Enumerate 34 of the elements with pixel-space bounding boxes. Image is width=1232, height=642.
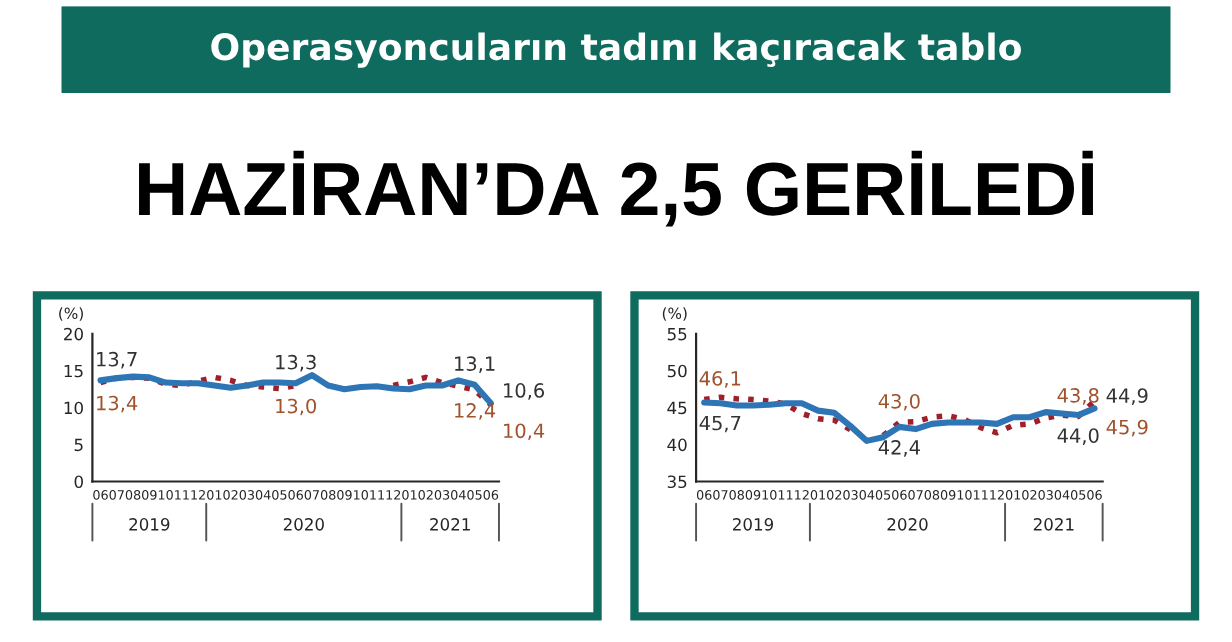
y-tick-label: 40 [667,438,687,452]
y-tick-label: 55 [667,328,687,341]
data-label: 46,1 [699,371,741,388]
data-label: 45,7 [699,415,741,433]
text: 2021 [430,518,470,531]
data-label: 12,4 [455,403,496,420]
text: 2019 [733,518,774,531]
data-label: 44,9 [1106,388,1148,405]
chart-subtitle: HAZİRAN’DA 2,5 GERİLEDİ [139,150,1093,227]
data-label: 10,6 [504,383,545,400]
text: 2020 [283,518,324,531]
y-tick-label: 10 [64,401,83,415]
y-tick-label: 20 [64,327,83,341]
data-label: 42,4 [878,440,920,457]
data-label: 10,4 [504,423,545,441]
data-label: 44,0 [1057,428,1099,445]
y-tick-label: 5 [74,438,83,452]
y-tick-label: 0 [74,475,83,489]
y-tick-label: 50 [667,364,687,378]
data-label: 13,4 [97,395,138,413]
text: 2021 [1033,518,1074,531]
y-tick-label: 35 [667,475,687,489]
data-label: 13,7 [97,351,137,369]
y-tick-label: 45 [667,401,687,415]
data-label: 13,1 [455,356,495,373]
data-label: 13,0 [276,398,317,416]
text: 2020 [887,518,928,531]
y-tick-label: 15 [64,364,83,378]
text: 2019 [129,518,170,531]
text: Operasyoncuların tadını kaçıracak tablo [211,32,1021,68]
data-label: 45,9 [1106,419,1148,437]
data-label: 43,8 [1057,388,1099,405]
data-label: 13,3 [276,354,316,372]
data-label: 43,0 [878,393,920,411]
